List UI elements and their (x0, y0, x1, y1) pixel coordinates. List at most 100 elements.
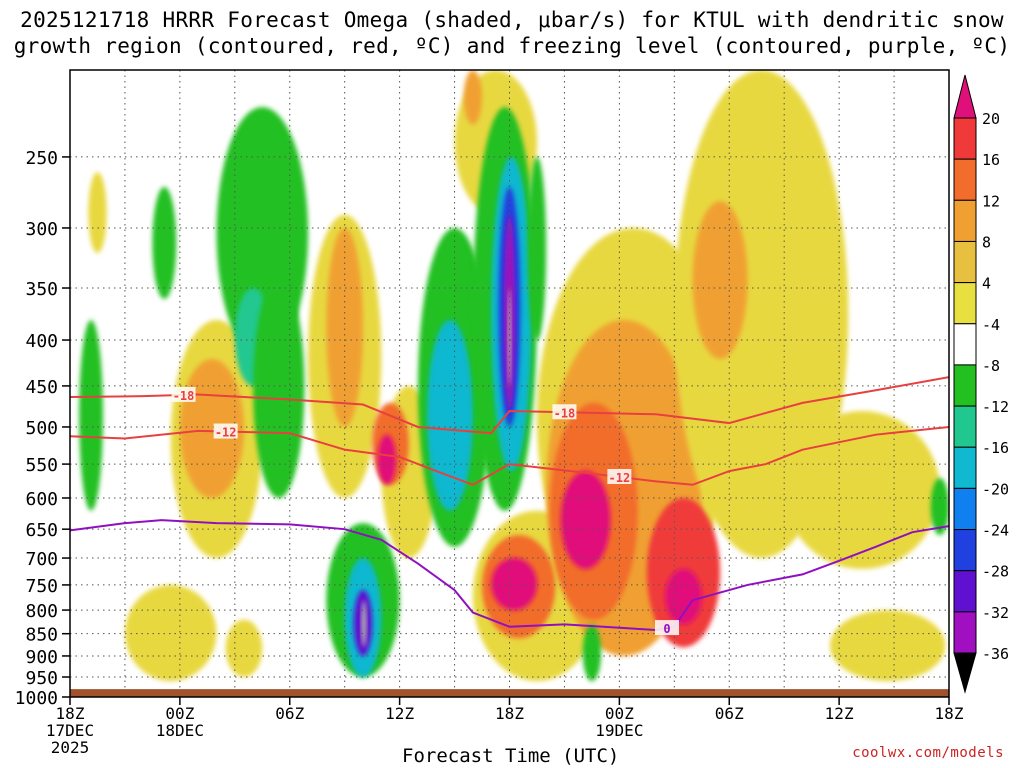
y-tick-label: 950 (25, 668, 58, 689)
contour-freezing-level (70, 519, 949, 632)
x-tick-label: 18Z (495, 704, 524, 723)
x-tick-label: 2025 (51, 738, 90, 757)
omega-region (463, 70, 483, 125)
x-axis-title: Forecast Time (UTC) (402, 745, 620, 767)
omega-region (829, 610, 946, 682)
omega-region (560, 471, 611, 570)
chart-title-line1: 2025121718 HRRR Forecast Omega (shaded, … (20, 8, 1004, 32)
contour-minus12-label-bg (607, 468, 632, 484)
colorbar-legend: 20 16 12 8 4 -4 -8 -12 -16 -20 -24 -28 -32 -36 (953, 74, 1009, 694)
omega-region (665, 569, 702, 625)
contour-freezing-level-label: 0 (663, 622, 670, 636)
colorbar-label: 20 (982, 110, 1000, 128)
y-tick-label: 450 (25, 377, 58, 398)
x-tick-label: 06Z (275, 704, 304, 723)
omega-region (582, 624, 602, 682)
colorbar-label: 16 (982, 151, 1000, 169)
y-tick-label: 250 (25, 148, 58, 169)
y-tick-label: 1000 (15, 688, 58, 709)
omega-region (326, 227, 363, 427)
y-tick-label: 300 (25, 219, 58, 240)
omega-region (124, 584, 217, 682)
x-tick-label: 17DEC (46, 721, 94, 740)
colorbar-swatch (953, 446, 977, 489)
colorbar-swatch (953, 240, 977, 284)
colorbar-label: -32 (982, 604, 1009, 622)
omega-region (88, 172, 107, 254)
contours: -18 -18 -12 -12 0 (70, 376, 949, 636)
omega-region (491, 558, 537, 611)
y-tick-label: 850 (25, 625, 58, 646)
omega-region (930, 478, 949, 536)
colorbar-swatch (953, 323, 977, 366)
omega-region (225, 619, 263, 678)
colorbar-label: -8 (982, 357, 1000, 375)
omega-region (79, 320, 103, 511)
colorbar-swatch (953, 611, 977, 654)
colorbar-swatch (953, 158, 977, 201)
x-tick-label: 18Z (56, 704, 85, 723)
contour-minus18-label: -18 (554, 406, 576, 420)
contour-minus12-label-bg (213, 423, 238, 439)
x-tick-label: 00Z (165, 704, 194, 723)
omega-region (253, 276, 305, 498)
x-tick-label: 12Z (385, 704, 414, 723)
contour-minus18-label-bg (552, 404, 577, 420)
colorbar-top-arrow (953, 74, 977, 119)
contour-minus18 (70, 376, 949, 435)
colorbar-swatch (953, 117, 977, 160)
colorbar-label: -24 (982, 522, 1009, 540)
omega-region (361, 600, 367, 648)
colorbar-swatch (953, 529, 977, 572)
grid-lines (70, 70, 949, 697)
terrain-fill (70, 689, 949, 697)
colorbar-swatch (953, 405, 977, 448)
colorbar-label: 12 (982, 192, 1000, 210)
colorbar-label: -20 (982, 480, 1009, 498)
omega-region (377, 434, 396, 485)
omega-shading (79, 70, 949, 682)
colorbar-label: 4 (982, 275, 991, 293)
x-tick-label: 18Z (935, 704, 964, 723)
x-tick-label: 00Z (605, 704, 634, 723)
y-tick-label: 350 (25, 279, 58, 300)
colorbar-label: -4 (982, 316, 1000, 334)
y-tick-label: 900 (25, 647, 58, 668)
colorbar-swatch (953, 282, 977, 325)
x-tick-label: 19DEC (595, 721, 643, 740)
y-tick-label: 400 (25, 331, 58, 352)
omega-region (152, 186, 177, 299)
colorbar-swatch (953, 364, 977, 407)
y-tick-label: 550 (25, 455, 58, 476)
omega-region (674, 70, 849, 559)
contour-freezing-level-label-bg (654, 620, 679, 636)
colorbar-label: 8 (982, 233, 991, 251)
colorbar-swatch (953, 199, 977, 242)
contour-minus18-label: -18 (173, 389, 195, 403)
colorbar-label: -12 (982, 398, 1009, 416)
omega-region (784, 411, 940, 570)
colorbar-bottom-arrow (953, 652, 977, 694)
colorbar-swatch (953, 487, 977, 531)
omega-region (507, 288, 512, 386)
colorbar-label: -16 (982, 439, 1009, 457)
omega-region (427, 320, 473, 511)
omega-region (527, 156, 547, 341)
contour-minus12 (70, 425, 949, 486)
y-tick-label: 700 (25, 549, 58, 570)
y-tick-label: 500 (25, 418, 58, 439)
x-tick-label: 06Z (715, 704, 744, 723)
contour-minus12-label: -12 (609, 471, 631, 485)
plot-area: -18 -18 -12 -12 0 (69, 69, 950, 698)
omega-region (692, 201, 748, 360)
watermark[interactable]: coolwx.com/models (852, 745, 1004, 761)
y-axis: 2503003504004505005506006507007508008509… (15, 148, 70, 709)
y-tick-label: 600 (25, 489, 58, 510)
contour-minus18-label-bg (171, 386, 196, 402)
colorbar-label: -36 (982, 645, 1009, 663)
contour-minus12-label: -12 (215, 426, 237, 440)
x-tick-label: 12Z (825, 704, 854, 723)
y-tick-label: 800 (25, 601, 58, 622)
